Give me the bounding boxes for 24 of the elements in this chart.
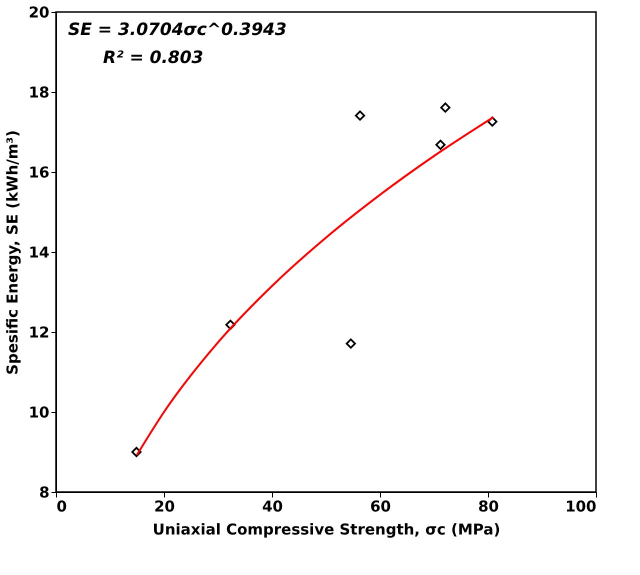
y-tick-label: 14 <box>28 244 50 262</box>
point <box>435 140 446 150</box>
point <box>440 102 450 113</box>
x-axis-title: Uniaxial Compressive Strength, σc (MPa) <box>152 520 500 538</box>
y-tick-label: 16 <box>28 164 50 182</box>
x-tick-label: 80 <box>478 498 499 516</box>
x-tick-label: 0 <box>56 498 67 516</box>
y-tick-label: 8 <box>39 484 50 502</box>
x-tick-label: 40 <box>262 498 283 516</box>
point <box>354 110 366 121</box>
y-axis-title: Spesific Energy, SE (kWh/m³) <box>4 130 22 375</box>
x-tick-label: 20 <box>154 498 175 516</box>
y-tick-label: 20 <box>28 4 50 22</box>
point <box>487 116 498 127</box>
x-tick-label: 100 <box>565 498 596 516</box>
annotation: SE = 3.0704σc^0.3943 <box>68 20 287 40</box>
y-tick-label: 18 <box>28 84 50 102</box>
point <box>346 338 356 349</box>
x-tick-label: 60 <box>370 498 391 516</box>
annotation: R² = 0.803 <box>103 48 204 68</box>
point <box>225 320 236 330</box>
point <box>131 446 142 458</box>
y-tick-label: 12 <box>28 324 50 342</box>
y-tick-label: 10 <box>28 404 50 422</box>
